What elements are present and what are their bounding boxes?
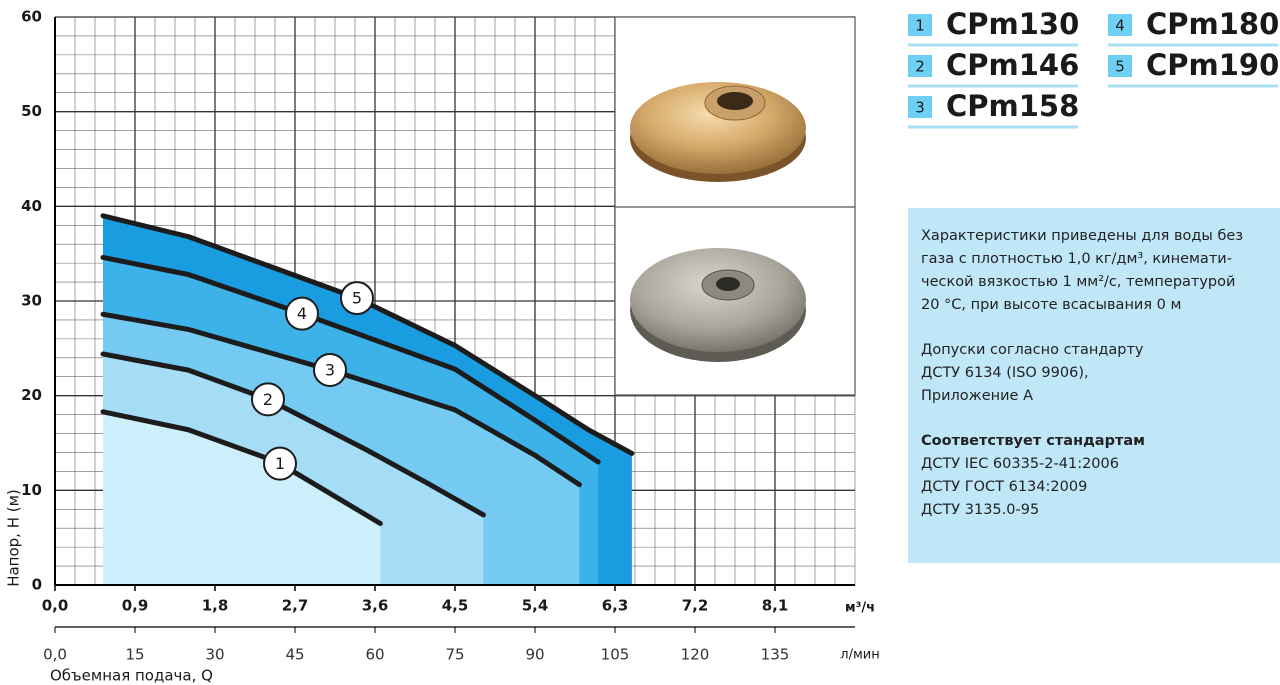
x-tick-label: 2,7 xyxy=(282,597,309,615)
note: Характеристики приведены для воды без газ… xyxy=(921,228,1243,518)
curve-badge-label: 1 xyxy=(275,454,285,473)
axes: 0,0 0,9 1,8 2,7 3,6 4,5 5,4 6,3 7,2 8,1 0 10 20 30 40 5… xyxy=(21,8,855,664)
x-tick-label: 6,3 xyxy=(602,597,629,615)
y-axis-label: Напор, Н (м) xyxy=(5,489,23,587)
x-unit: м³/ч xyxy=(845,601,875,616)
note-line: ДСТУ 6134 (ISO 9906), xyxy=(921,365,1089,381)
legend-number: 2 xyxy=(915,58,925,76)
legend-label: CPm158 xyxy=(946,89,1079,123)
note-box xyxy=(908,208,1280,563)
legend-swatch xyxy=(1108,14,1132,36)
curve-badge-label: 5 xyxy=(352,289,362,308)
curve-badge-label: 4 xyxy=(297,304,307,323)
x-tick-label: 7,2 xyxy=(682,597,709,615)
y-tick-label: 50 xyxy=(21,102,42,120)
curve xyxy=(100,213,635,456)
curve-badge-label: 3 xyxy=(325,360,335,379)
x2-tick-label: 30 xyxy=(205,646,224,664)
impeller-eye xyxy=(717,92,753,110)
note-line: Приложение А xyxy=(921,388,1033,404)
curve-badge xyxy=(251,382,285,417)
x2-unit: л/мин xyxy=(840,648,879,663)
note-line: Допуски согласно стандарту xyxy=(921,342,1144,358)
legend-swatch xyxy=(908,14,932,36)
x-tick-label: 8,1 xyxy=(762,597,789,615)
x-tick-label: 0,0 xyxy=(42,597,69,615)
y-tick-label: 20 xyxy=(21,386,42,404)
x2-tick-label: 90 xyxy=(525,646,544,664)
curve xyxy=(100,254,601,465)
legend-swatch xyxy=(1108,55,1132,77)
y-tick-label: 0 xyxy=(32,576,42,594)
note-line: ДСТУ ГОСТ 6134:2009 xyxy=(921,479,1087,495)
impeller-eye xyxy=(716,277,740,291)
legend-label: CPm180 xyxy=(1146,7,1279,41)
legend-number: 3 xyxy=(915,99,925,117)
curve-badge xyxy=(285,296,319,331)
curve-badge xyxy=(313,352,347,387)
note-line: ДСТУ 3135.0-95 xyxy=(921,502,1039,518)
x2-tick-label: 60 xyxy=(365,646,384,664)
steel-impeller xyxy=(630,248,806,352)
x-tick-label: 3,6 xyxy=(362,597,389,615)
x-tick-label: 5,4 xyxy=(522,597,549,615)
x2-tick-label: 0,0 xyxy=(43,646,67,664)
legend-label: CPm130 xyxy=(946,7,1079,41)
note-line: Соответствует стандартам xyxy=(921,433,1145,449)
y-tick-label: 30 xyxy=(21,292,42,310)
x2-tick-label: 120 xyxy=(681,646,710,664)
legend-label: CPm146 xyxy=(946,48,1079,82)
area xyxy=(103,411,381,585)
y-tick-label: 60 xyxy=(21,8,42,26)
curve xyxy=(100,311,582,488)
y-tick-label: 40 xyxy=(21,197,42,215)
curve-badge xyxy=(263,446,297,481)
x2-tick-label: 45 xyxy=(285,646,304,664)
x-tick-label: 4,5 xyxy=(442,597,469,615)
y-tick-label: 10 xyxy=(21,481,42,499)
x-tick-label: 0,9 xyxy=(122,597,149,615)
photo-panel xyxy=(614,16,856,396)
legend: 1 CPm130 2 CPm146 3 CPm158 4 CPm180 5 CPm190 xyxy=(908,7,1279,129)
x2-tick-label: 135 xyxy=(761,646,790,664)
legend-number: 1 xyxy=(915,17,925,35)
curve-badge xyxy=(340,281,374,316)
x2-tick-label: 105 xyxy=(601,646,630,664)
curve-badge-label: 2 xyxy=(263,390,273,409)
legend-number: 5 xyxy=(1115,58,1125,76)
lines: 1 2 3 4 5 xyxy=(100,213,635,526)
note-line: 20 °С, при высоте всасывания 0 м xyxy=(921,297,1181,313)
legend-number: 4 xyxy=(1115,17,1125,35)
note-line: ческой вязкостью 1 мм²/с, температурой xyxy=(921,274,1235,290)
x2-axis-label: Объемная подача, Q xyxy=(50,667,213,685)
note-line: Характеристики приведены для воды без xyxy=(921,228,1243,244)
legend-label: CPm190 xyxy=(1146,48,1279,82)
curve xyxy=(100,351,486,518)
note-line: газа с плотностью 1,0 кг/дм³, кинемати- xyxy=(921,251,1232,267)
x-tick-label: 1,8 xyxy=(202,597,229,615)
legend-swatch xyxy=(908,55,932,77)
x2-tick-label: 15 xyxy=(125,646,144,664)
note-line: ДСТУ IEC 60335-2-41:2006 xyxy=(921,456,1119,472)
legend-swatch xyxy=(908,96,932,118)
x2-tick-label: 75 xyxy=(445,646,464,664)
